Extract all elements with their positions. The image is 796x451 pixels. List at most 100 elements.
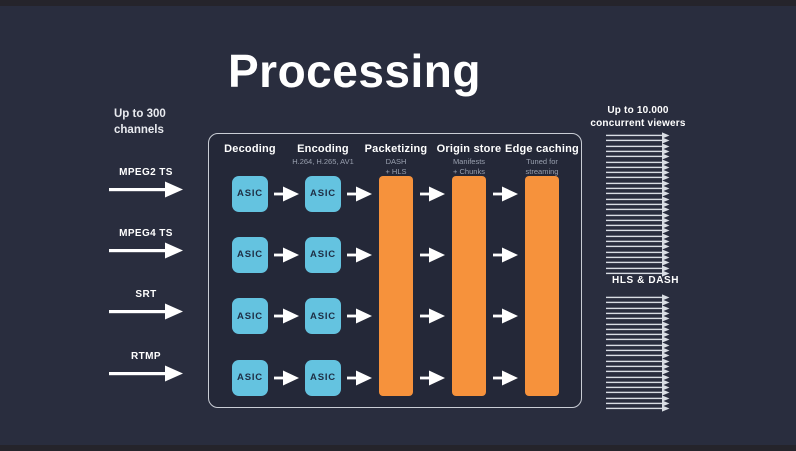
viewer-arrow-icon	[606, 174, 670, 181]
flow-arrow	[492, 247, 519, 263]
arrow-right-icon	[492, 247, 518, 263]
viewer-arrow-icon	[606, 217, 670, 224]
arrow-right-icon	[109, 242, 183, 259]
flow-arrow	[419, 247, 446, 263]
flow-arrow	[492, 370, 519, 386]
viewer-arrow-icon	[606, 336, 670, 343]
viewer-arrow-icon	[606, 373, 670, 381]
inputs-caption-line1: Up to 300	[114, 108, 166, 120]
viewer-arrow-icon	[606, 254, 670, 261]
viewer-arrow-icon	[606, 315, 670, 322]
arrow-right-icon	[109, 181, 183, 197]
viewer-arrow-icon	[606, 368, 670, 375]
page-title: Processing	[228, 45, 481, 97]
viewer-arrow-icon	[606, 379, 670, 386]
viewer-arrow-icon	[606, 158, 670, 166]
arrow-right-icon	[109, 365, 183, 381]
arrow-right-icon	[273, 308, 299, 324]
viewer-arrow-icon	[606, 326, 670, 333]
inputs-caption: Up to 300 channels	[114, 107, 166, 138]
viewer-arrow-icon	[606, 395, 670, 402]
viewer-arrow-icon	[606, 304, 670, 312]
viewer-arrow-icon	[606, 352, 670, 359]
arrow-right-icon	[492, 186, 518, 201]
arrow-right-icon	[109, 303, 183, 320]
stage-bar	[452, 175, 486, 396]
arrow-right-icon	[273, 370, 299, 385]
arrow-right-icon	[346, 370, 372, 385]
arrow-right-icon	[346, 186, 372, 201]
outputs-caption: Up to 10.000 concurrent viewers	[578, 104, 698, 130]
viewer-arrow-icon	[606, 201, 670, 208]
pipeline-box: Decoding ASIC ASIC ASIC ASIC Encoding H.264, H…	[208, 133, 582, 408]
viewer-arrow-icon	[606, 243, 670, 250]
stream-label: SRT	[135, 289, 157, 301]
arrow-right-icon	[492, 308, 518, 324]
viewer-arrow-icon	[606, 148, 670, 155]
viewer-arrow-icon	[606, 169, 670, 176]
viewer-arrow-icon	[606, 347, 670, 354]
viewer-arrow-icon	[606, 185, 670, 192]
arrow-right-icon	[419, 308, 445, 324]
asic-chip: ASIC	[305, 236, 341, 273]
column-header: Origin store Manifests + Chunks	[424, 143, 514, 177]
stream-label: MPEG2 TS	[119, 166, 173, 178]
viewer-arrow-icon	[606, 195, 670, 203]
flow-arrow	[492, 186, 519, 202]
viewer-arrow-icon	[606, 299, 670, 306]
input-stream-row: SRT	[98, 289, 194, 320]
flow-arrow	[419, 186, 446, 202]
viewer-arrow-icon	[606, 142, 670, 150]
input-stream-row: MPEG2 TS	[98, 167, 194, 198]
viewer-arrow-icon	[606, 153, 670, 160]
arrow-right-icon	[419, 186, 445, 201]
asic-chip: ASIC	[232, 298, 268, 335]
flow-arrow	[346, 247, 373, 263]
asic-chip: ASIC	[305, 175, 341, 212]
viewer-arrow-icon	[606, 211, 670, 219]
input-stream-row: MPEG4 TS	[98, 228, 194, 259]
hls-dash-label: HLS & DASH	[612, 275, 680, 286]
letterbox-bottom	[0, 445, 796, 451]
column-header: Encoding H.264, H.265, AV1	[278, 143, 368, 167]
flow-arrow	[419, 308, 446, 324]
viewer-arrow-icon	[606, 259, 670, 266]
column-header: Decoding	[205, 143, 295, 157]
viewer-arrow-icon	[606, 206, 670, 213]
outputs-caption-line2: concurrent viewers	[590, 118, 686, 129]
flow-arrow	[346, 370, 373, 386]
column-subtitle: H.264, H.265, AV1	[292, 157, 354, 166]
column-title: Decoding	[224, 143, 276, 155]
viewer-arrow-icon	[606, 222, 670, 229]
input-stream-row: RTMP	[98, 351, 194, 382]
asic-chip: ASIC	[305, 359, 341, 396]
viewer-arrow-icon	[606, 264, 670, 272]
arrow-right-icon	[419, 370, 445, 385]
flow-arrow	[419, 370, 446, 386]
stage-bar	[379, 175, 413, 396]
viewer-arrow-icon	[606, 342, 670, 349]
arrow-right-icon	[273, 247, 299, 263]
column-subtitle: Tuned for streaming	[525, 157, 559, 176]
arrow-right-icon	[346, 308, 372, 324]
column-header: Packetizing DASH + HLS	[351, 143, 441, 177]
viewer-arrow-icon	[606, 320, 670, 328]
flow-arrow	[273, 308, 300, 324]
letterbox-top	[0, 0, 796, 6]
stream-label: MPEG4 TS	[119, 227, 173, 239]
viewer-arrow-icon	[606, 233, 670, 240]
viewer-arrow-icon	[606, 400, 670, 407]
flow-arrow	[273, 247, 300, 263]
viewer-arrow-icon	[606, 164, 670, 171]
viewer-arrow-icon	[606, 238, 670, 245]
viewer-arrow-icon	[606, 190, 670, 197]
column-title: Encoding	[297, 143, 349, 155]
viewer-arrow-icon	[606, 405, 670, 412]
flow-arrow	[273, 186, 300, 202]
arrow-right-icon	[492, 370, 518, 385]
viewer-arrow-icon	[606, 270, 670, 277]
viewer-arrow-icon	[606, 310, 670, 317]
viewer-arrow-icon	[606, 331, 670, 338]
arrow-right-icon	[273, 186, 299, 201]
inputs-caption-line2: channels	[114, 123, 164, 136]
